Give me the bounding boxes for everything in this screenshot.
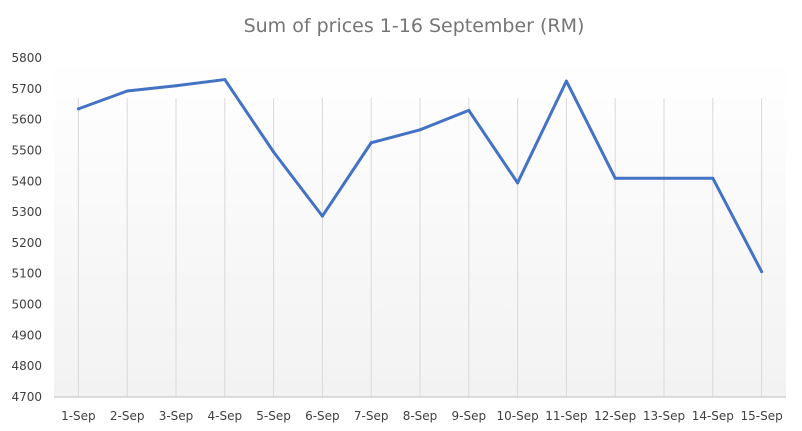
gridlines — [77, 98, 763, 397]
y-tick-label: 4800 — [11, 359, 42, 373]
data-point-3-Sep — [174, 84, 178, 88]
data-point-4-Sep — [223, 78, 227, 82]
data-point-2-Sep — [125, 89, 129, 93]
y-tick-label: 5500 — [11, 143, 42, 157]
data-point-6-Sep — [320, 214, 324, 218]
y-tick-label: 4700 — [11, 390, 42, 404]
x-tick-label: 12-Sep — [594, 409, 636, 423]
data-point-7-Sep — [369, 141, 373, 145]
y-tick-label: 5800 — [11, 51, 42, 65]
x-tick-label: 10-Sep — [496, 409, 538, 423]
y-tick-label: 5100 — [11, 267, 42, 281]
y-tick-label: 5300 — [11, 205, 42, 219]
x-tick-label: 7-Sep — [354, 409, 389, 423]
x-tick-label: 4-Sep — [208, 409, 243, 423]
x-tick-label: 1-Sep — [61, 409, 96, 423]
data-points — [76, 78, 764, 274]
x-tick-label: 11-Sep — [545, 409, 587, 423]
y-tick-label: 5200 — [11, 236, 42, 250]
data-point-10-Sep — [516, 181, 520, 185]
x-tick-label: 3-Sep — [159, 409, 194, 423]
data-point-12-Sep — [613, 176, 617, 180]
data-point-8-Sep — [418, 128, 422, 132]
chart-title: Sum of prices 1-16 September (RM) — [244, 15, 585, 37]
data-point-5-Sep — [272, 150, 276, 154]
y-tick-label: 5400 — [11, 174, 42, 188]
x-tick-label: 2-Sep — [110, 409, 145, 423]
data-point-11-Sep — [564, 79, 568, 83]
data-point-9-Sep — [467, 108, 471, 112]
y-axis-tick-labels: 4700 4800 4900 5000 5100 5200 5300 5400 5500 5600… — [11, 51, 42, 404]
x-axis-tick-labels: 1-Sep 2-Sep 3-Sep 4-Sep 5-Sep 6-Sep 7-Sep 8-Sep… — [61, 409, 783, 423]
data-point-14-Sep — [711, 176, 715, 180]
y-tick-label: 5700 — [11, 82, 42, 96]
x-tick-label: 9-Sep — [452, 409, 487, 423]
x-tick-label: 6-Sep — [305, 409, 340, 423]
data-point-15-Sep — [760, 270, 764, 274]
y-tick-label: 5000 — [11, 298, 42, 312]
x-tick-label: 13-Sep — [643, 409, 685, 423]
y-tick-label: 4900 — [11, 328, 42, 342]
data-point-13-Sep — [662, 176, 666, 180]
x-tick-label: 8-Sep — [403, 409, 438, 423]
y-tick-label: 5600 — [11, 113, 42, 127]
data-point-1-Sep — [76, 107, 80, 111]
x-tick-label: 14-Sep — [692, 409, 734, 423]
x-tick-label: 5-Sep — [256, 409, 291, 423]
x-tick-label: 15-Sep — [740, 409, 782, 423]
